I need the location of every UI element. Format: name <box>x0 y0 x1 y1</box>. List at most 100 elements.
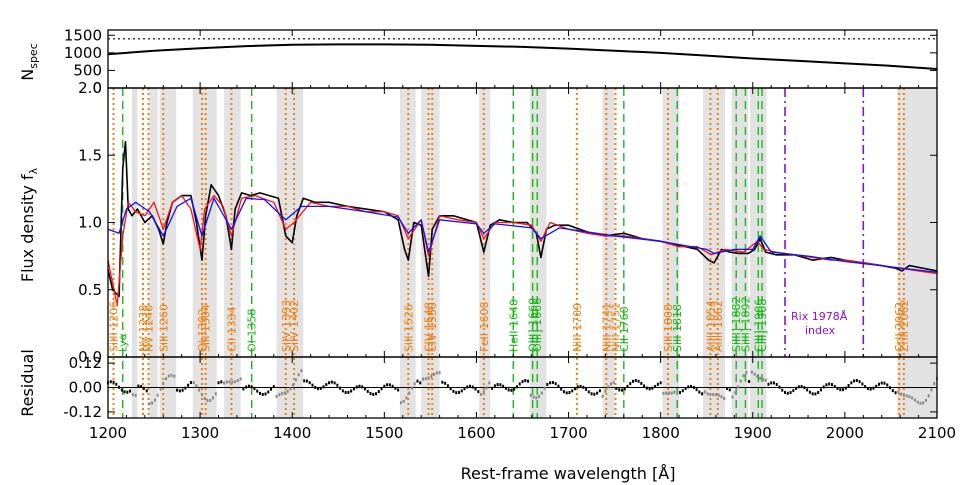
residual-point <box>225 380 228 384</box>
residual-point <box>471 385 474 389</box>
residual-point <box>328 381 331 385</box>
residual-point <box>289 387 292 391</box>
line-label-13: NiII 1741 <box>600 303 613 352</box>
rix-label-line1: Rix 1978Å <box>791 310 848 323</box>
residual-point <box>825 383 828 387</box>
residual-point <box>637 379 640 383</box>
top-y-axis-label: Nspec <box>18 43 40 81</box>
residual-point <box>258 391 261 395</box>
residual-point <box>383 384 386 388</box>
residual-point <box>667 391 670 395</box>
residual-point <box>214 392 217 396</box>
residual-point <box>891 389 894 393</box>
residual-point <box>869 387 872 391</box>
residual-point <box>167 374 170 378</box>
residual-point <box>911 396 914 400</box>
residual-point <box>333 381 336 385</box>
spectrum-model_blue <box>107 197 938 273</box>
residual-point <box>242 387 245 391</box>
line-label-28: SiIII] 1882 <box>730 296 743 352</box>
residual-point <box>643 384 646 388</box>
spectral-line-markers <box>112 88 905 418</box>
residual-point <box>275 394 278 398</box>
residual-point <box>632 379 635 383</box>
residual-point <box>162 381 165 385</box>
residual-point <box>659 381 662 385</box>
residual-point <box>745 370 748 374</box>
residual-point <box>656 382 659 386</box>
residual-point <box>712 393 715 397</box>
residual-point <box>195 384 198 388</box>
residual-point <box>687 385 690 389</box>
line-label-23: HeII 1640 <box>507 299 520 352</box>
residual-point <box>430 374 433 378</box>
residual-point <box>339 386 342 390</box>
residual-point <box>176 388 179 392</box>
residual-point <box>281 392 284 396</box>
residual-point <box>853 379 856 383</box>
residual-point <box>261 392 264 396</box>
residual-point <box>118 385 121 389</box>
residual-point <box>706 392 709 396</box>
top-ytick-label: 0 <box>92 79 102 97</box>
residual-point <box>579 384 582 388</box>
residual-point <box>562 390 565 394</box>
xtick-label: 1500 <box>365 424 403 442</box>
xtick-label: 1300 <box>181 424 219 442</box>
residual-point <box>151 401 154 405</box>
line-label-10: CIV 1550 <box>426 302 439 352</box>
residual-point <box>714 393 717 397</box>
residual-point <box>513 387 516 391</box>
xtick-label: 1600 <box>457 424 495 442</box>
residual-point <box>200 393 203 397</box>
residual-point <box>419 381 422 385</box>
residual-point <box>250 385 253 389</box>
residual-point <box>568 391 571 395</box>
residual-point <box>529 393 532 397</box>
residual-point <box>510 388 513 392</box>
residual-point <box>173 374 176 378</box>
residual-point <box>662 391 665 395</box>
residual-point <box>585 387 588 391</box>
residual-point <box>363 387 366 391</box>
residual-point <box>165 377 168 381</box>
axis-ticks: 1500100050000.00.51.01.52.00.120.00-0.12… <box>63 26 956 442</box>
residual-point <box>366 389 369 393</box>
residual-point <box>692 385 695 389</box>
line-label-14: NiII 1751 <box>610 303 623 352</box>
residual-point <box>828 382 831 386</box>
residual-point <box>604 389 607 393</box>
residual-point <box>864 385 867 389</box>
middle-ytick-label: 0.0 <box>78 348 102 366</box>
residual-point <box>767 382 770 386</box>
residual-point <box>808 390 811 394</box>
residual-point <box>817 391 820 395</box>
residual-point <box>416 379 419 383</box>
residual-point <box>198 388 201 392</box>
residual-point <box>814 392 817 396</box>
residual-point <box>507 388 510 392</box>
line-label-25: OIII] 1666 <box>531 298 544 352</box>
panel-frame-top <box>107 29 938 89</box>
residual-point <box>609 382 612 386</box>
residual-point <box>535 396 538 400</box>
residual-point <box>797 385 800 389</box>
residual-point <box>474 387 477 391</box>
residual-point <box>336 383 339 387</box>
residual-point <box>822 385 825 389</box>
residual-point <box>734 391 737 395</box>
residual-point <box>391 384 394 388</box>
residual-point <box>413 382 416 386</box>
residual-point <box>819 388 822 392</box>
residual-point <box>593 392 596 396</box>
residual-point <box>408 391 411 395</box>
residual-point <box>759 376 762 380</box>
residual-point <box>466 385 469 389</box>
residual-point <box>427 376 430 380</box>
line-label-22: OI 1358 <box>246 309 259 352</box>
residual-point <box>455 391 458 395</box>
residual-point <box>858 380 861 384</box>
residual-point <box>889 386 892 390</box>
line-label-20: SiIII 1206 <box>108 301 121 352</box>
mid-ylabel-main: Flux density f <box>18 174 37 282</box>
